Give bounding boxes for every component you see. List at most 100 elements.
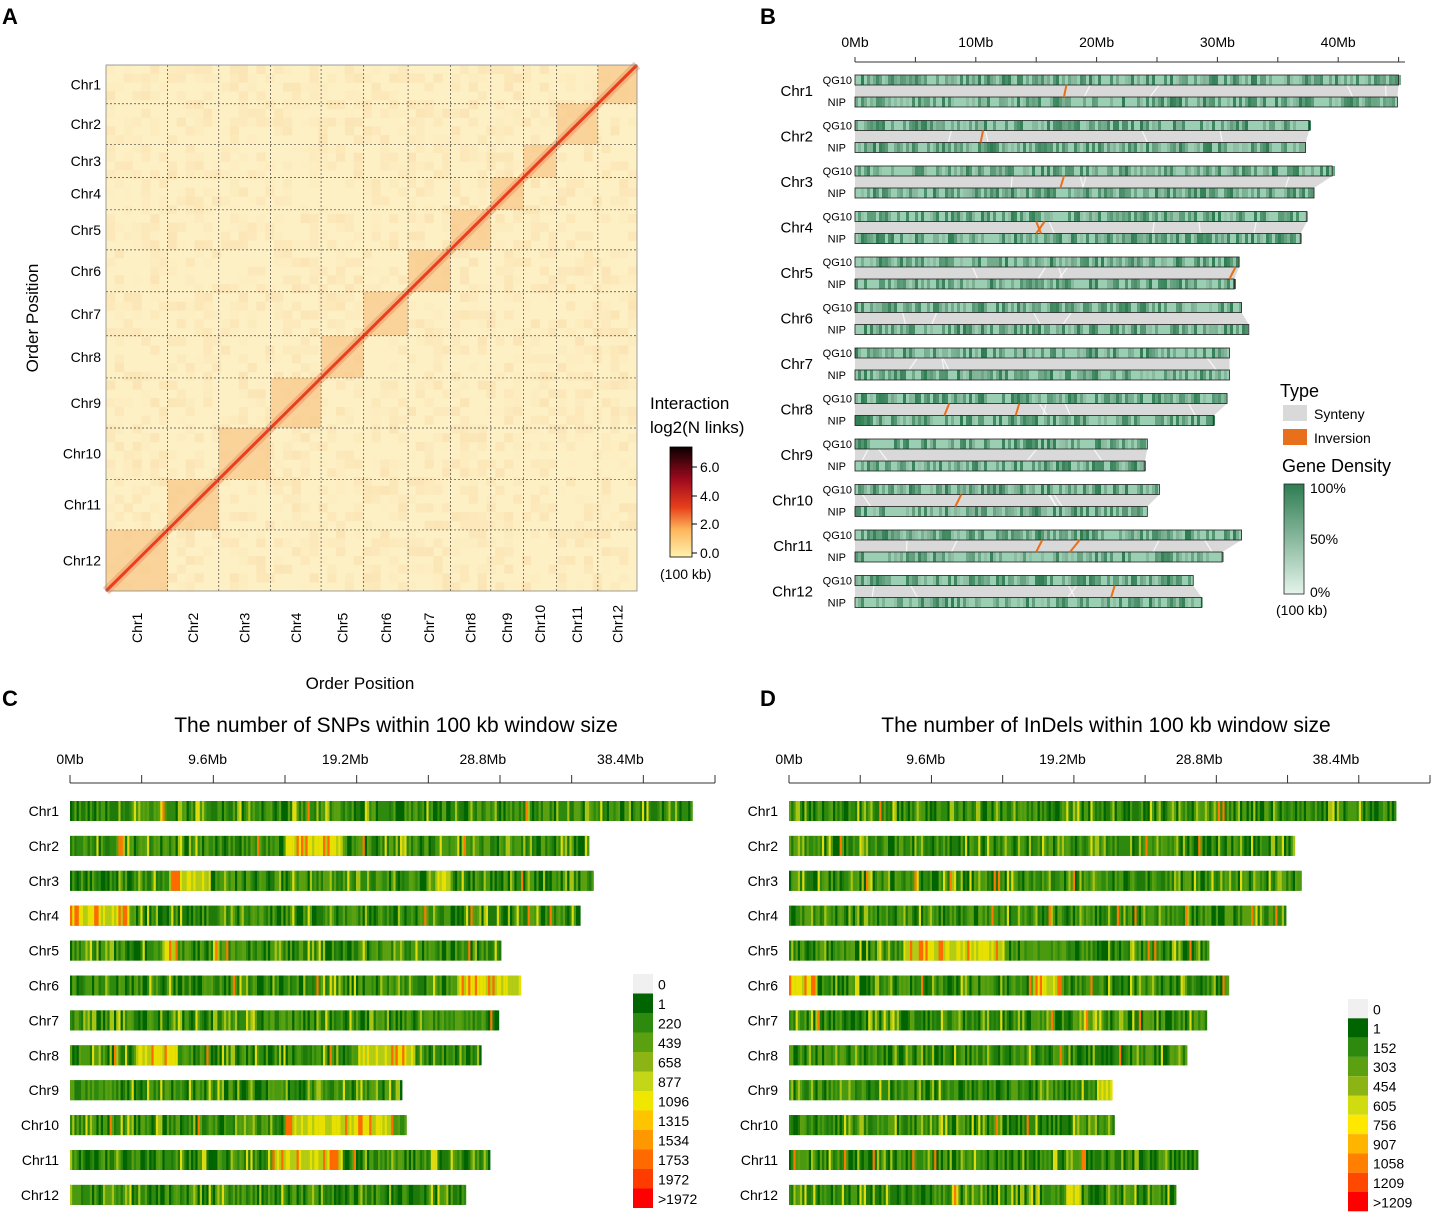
- density-bin: [1101, 461, 1104, 471]
- density-bin: [972, 461, 975, 471]
- density-bin: [1149, 324, 1152, 335]
- density-bin: [1260, 211, 1263, 222]
- hic-cell: [442, 503, 452, 513]
- density-bin: [945, 166, 948, 176]
- snp-bin: [120, 870, 123, 891]
- hic-cell: [486, 231, 496, 241]
- hic-cell: [530, 459, 540, 469]
- density-bin: [1095, 233, 1098, 244]
- hic-cell: [433, 135, 443, 145]
- hic-cell: [406, 170, 417, 180]
- hic-cell: [389, 424, 399, 434]
- density-bin: [1029, 97, 1032, 107]
- hic-cell: [203, 301, 213, 311]
- density-bin: [1308, 188, 1311, 198]
- snp-bin: [518, 835, 522, 856]
- hic-cell: [477, 459, 487, 469]
- density-bin: [963, 575, 966, 586]
- density-bin: [951, 415, 954, 426]
- snp-bin: [360, 801, 363, 821]
- snp-bin: [466, 870, 469, 891]
- density-bin: [918, 166, 921, 176]
- density-bin: [924, 415, 927, 426]
- density-bin: [1113, 575, 1116, 586]
- hic-cell: [309, 65, 319, 75]
- density-bin: [897, 552, 900, 562]
- snp-bin: [215, 940, 218, 961]
- hic-cell: [477, 135, 487, 145]
- density-bin: [933, 97, 936, 107]
- density-bin: [1053, 188, 1056, 198]
- snp-bin: [532, 870, 535, 891]
- density-bin: [1029, 211, 1032, 222]
- hic-y-tick-label: Chr12: [63, 552, 101, 568]
- hic-cell: [353, 275, 363, 285]
- hic-cell: [229, 73, 240, 83]
- snp-bin: [241, 905, 244, 926]
- hic-cell: [309, 328, 319, 338]
- hic-cell: [229, 214, 240, 224]
- density-bin: [924, 75, 927, 85]
- density-bin: [1062, 120, 1065, 131]
- density-bin: [1035, 142, 1038, 153]
- density-bin: [936, 279, 939, 289]
- density-bin: [1218, 393, 1221, 404]
- density-bin: [1014, 506, 1017, 517]
- density-bin: [1137, 439, 1140, 449]
- hic-cell: [371, 178, 381, 189]
- hic-cell: [398, 126, 408, 136]
- density-bin: [1122, 211, 1125, 222]
- density-bin: [915, 142, 918, 153]
- density-bin: [1215, 348, 1218, 358]
- snp-bin: [532, 801, 535, 821]
- snp-bin: [78, 905, 82, 926]
- density-bin: [1182, 257, 1185, 267]
- hic-cell: [575, 415, 585, 425]
- hic-cell: [327, 73, 337, 83]
- density-bin: [1083, 302, 1086, 313]
- density-bin: [1164, 211, 1167, 222]
- density-bin: [1023, 370, 1026, 380]
- hic-cell: [274, 65, 284, 75]
- hic-cell: [344, 117, 355, 127]
- snp-bin: [417, 835, 420, 856]
- snp-bin: [543, 905, 546, 926]
- density-bin: [891, 415, 894, 426]
- density-bin: [855, 552, 858, 562]
- density-bin: [1062, 461, 1065, 471]
- hic-cell: [628, 178, 638, 189]
- hic-cell: [619, 214, 629, 224]
- hic-cell: [362, 108, 372, 118]
- snp-bin: [567, 835, 570, 856]
- density-bin: [906, 461, 909, 471]
- density-bin: [936, 575, 939, 586]
- hic-cell: [114, 82, 124, 92]
- hic-cell: [336, 520, 346, 530]
- snp-bin: [479, 835, 482, 856]
- density-bin: [1203, 188, 1206, 198]
- density-bin: [1152, 393, 1155, 404]
- density-bin: [1179, 597, 1182, 608]
- density-bin: [918, 233, 921, 244]
- density-bin: [1143, 120, 1146, 131]
- snp-bin: [175, 870, 178, 891]
- density-bin: [900, 257, 903, 267]
- density-bin: [1395, 75, 1398, 85]
- density-bin: [921, 97, 924, 107]
- density-bin: [873, 233, 876, 244]
- hic-cell: [256, 415, 266, 425]
- hic-cell: [283, 301, 293, 311]
- hic-cell: [167, 380, 178, 390]
- hic-cell: [513, 494, 523, 504]
- snp-bin: [224, 940, 227, 961]
- density-bin: [1086, 142, 1089, 153]
- hic-cell: [283, 520, 293, 530]
- density-bin: [1116, 75, 1119, 85]
- hic-cell: [159, 73, 169, 83]
- snp-bin: [439, 905, 442, 926]
- hic-cell: [504, 275, 514, 285]
- hic-cell: [389, 538, 399, 548]
- density-bin: [1293, 166, 1296, 176]
- snp-bin: [193, 870, 196, 891]
- hic-cell: [167, 301, 178, 311]
